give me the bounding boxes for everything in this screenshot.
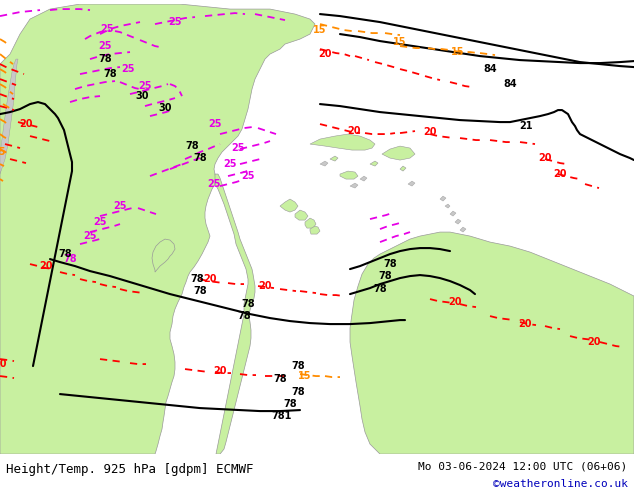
- Text: 20: 20: [258, 281, 272, 291]
- Polygon shape: [350, 232, 634, 454]
- Polygon shape: [450, 211, 456, 216]
- Polygon shape: [382, 146, 415, 160]
- Text: 78: 78: [193, 286, 207, 296]
- Polygon shape: [440, 196, 446, 201]
- Polygon shape: [295, 210, 308, 220]
- Polygon shape: [445, 204, 450, 208]
- Text: 20: 20: [213, 366, 227, 376]
- Polygon shape: [370, 161, 378, 166]
- Text: 25: 25: [100, 24, 113, 34]
- Polygon shape: [350, 183, 358, 188]
- Text: 78: 78: [241, 299, 255, 309]
- Text: 15: 15: [451, 47, 465, 57]
- Text: 25: 25: [168, 17, 182, 27]
- Text: 78: 78: [193, 153, 207, 163]
- Polygon shape: [340, 171, 358, 179]
- Text: Mo 03-06-2024 12:00 UTC (06+06): Mo 03-06-2024 12:00 UTC (06+06): [418, 461, 628, 471]
- Text: 78: 78: [63, 254, 77, 264]
- Text: 25: 25: [83, 231, 97, 241]
- Text: 21: 21: [519, 121, 533, 131]
- Polygon shape: [0, 59, 18, 174]
- Polygon shape: [152, 239, 175, 272]
- Text: 20: 20: [39, 261, 53, 271]
- Text: 30: 30: [158, 103, 172, 113]
- Polygon shape: [310, 226, 320, 234]
- Polygon shape: [215, 174, 255, 454]
- Text: 78: 78: [378, 271, 392, 281]
- Text: 78: 78: [273, 374, 287, 384]
- Text: 20: 20: [347, 126, 361, 136]
- Text: 78: 78: [291, 387, 305, 397]
- Text: 25: 25: [242, 171, 255, 181]
- Polygon shape: [310, 134, 375, 150]
- Text: 78: 78: [190, 274, 204, 284]
- Text: 20: 20: [518, 319, 532, 329]
- Text: 781: 781: [272, 411, 292, 421]
- Text: 30: 30: [135, 91, 149, 101]
- Text: 78: 78: [185, 141, 199, 151]
- Text: 25: 25: [138, 81, 152, 91]
- Polygon shape: [408, 181, 415, 186]
- Text: 78: 78: [103, 69, 117, 79]
- Text: 15: 15: [393, 37, 407, 47]
- Text: 15: 15: [313, 25, 327, 35]
- Polygon shape: [280, 199, 298, 212]
- Text: 84: 84: [483, 64, 497, 74]
- Polygon shape: [305, 218, 316, 228]
- Text: 78: 78: [373, 284, 387, 294]
- Text: 20: 20: [424, 127, 437, 137]
- Text: 20: 20: [19, 119, 33, 129]
- Polygon shape: [330, 156, 338, 161]
- Text: 20: 20: [553, 169, 567, 179]
- Text: Height/Temp. 925 hPa [gdpm] ECMWF: Height/Temp. 925 hPa [gdpm] ECMWF: [6, 463, 254, 476]
- Text: 25: 25: [121, 64, 135, 74]
- Text: 20: 20: [538, 153, 552, 163]
- Text: 25: 25: [231, 143, 245, 153]
- Text: 84: 84: [503, 79, 517, 89]
- Text: 15: 15: [298, 371, 312, 381]
- Text: 25: 25: [208, 119, 222, 129]
- Text: 25: 25: [93, 217, 107, 227]
- Text: 20: 20: [587, 337, 601, 347]
- Polygon shape: [360, 176, 367, 181]
- Text: 20: 20: [448, 297, 462, 307]
- Text: 25: 25: [113, 201, 127, 211]
- Text: 25: 25: [223, 159, 236, 169]
- Polygon shape: [0, 4, 315, 454]
- Polygon shape: [400, 166, 406, 171]
- Text: 20: 20: [204, 274, 217, 284]
- Text: 20: 20: [318, 49, 332, 59]
- Text: 78: 78: [383, 259, 397, 269]
- Polygon shape: [460, 227, 466, 232]
- Text: 25: 25: [207, 179, 221, 189]
- Text: 78: 78: [283, 399, 297, 409]
- Text: 78: 78: [237, 311, 251, 321]
- Text: 78: 78: [58, 249, 72, 259]
- Text: 25: 25: [98, 41, 112, 51]
- Polygon shape: [455, 219, 461, 224]
- Text: 78: 78: [98, 54, 112, 64]
- Text: ©weatheronline.co.uk: ©weatheronline.co.uk: [493, 479, 628, 490]
- Text: 20: 20: [0, 359, 7, 369]
- Text: 15: 15: [0, 147, 7, 157]
- Polygon shape: [320, 161, 328, 166]
- Text: 78: 78: [291, 361, 305, 371]
